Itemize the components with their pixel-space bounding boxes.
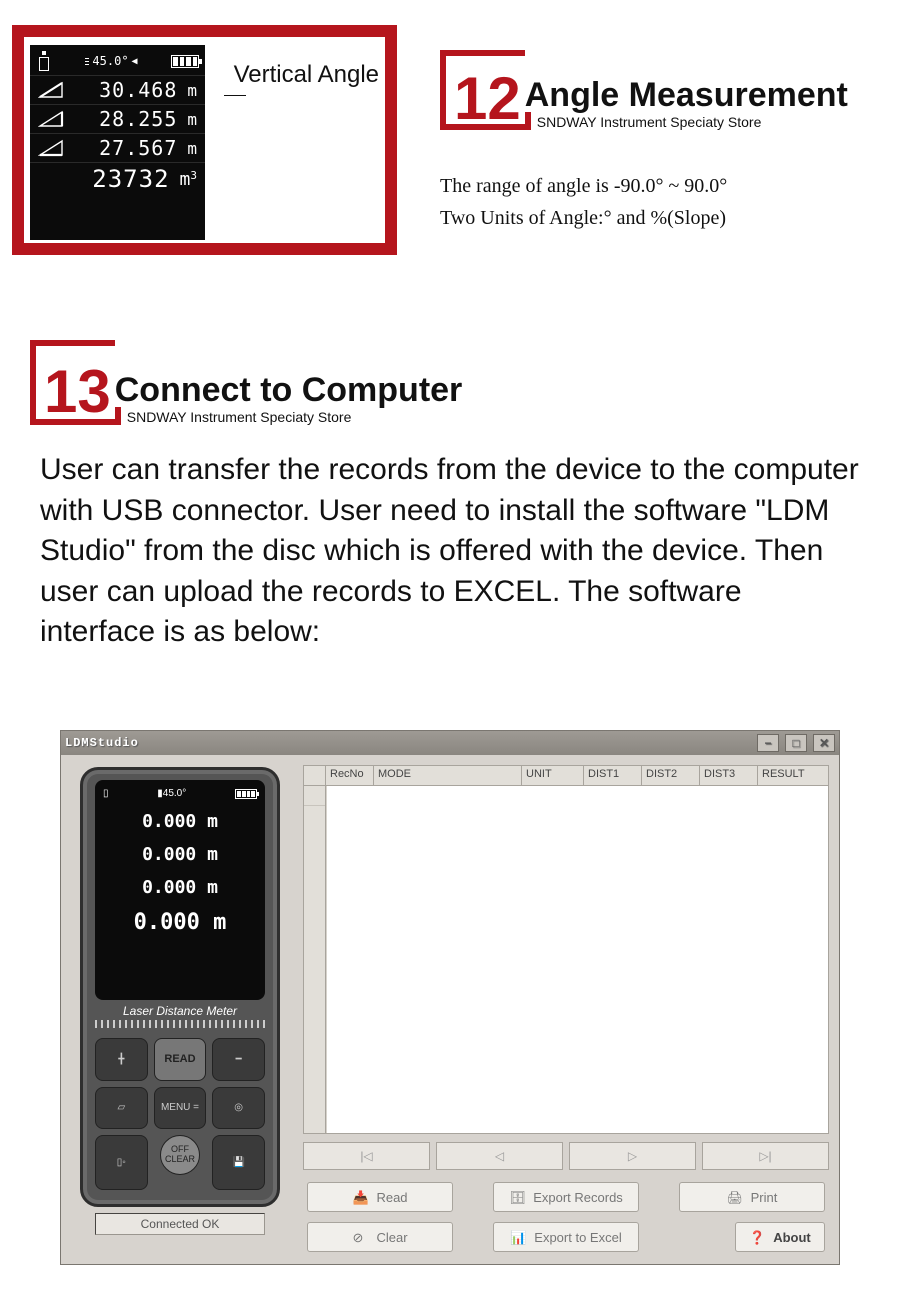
triangle-icon: [38, 139, 64, 157]
battery-icon: [171, 55, 199, 68]
read-key: READ: [154, 1038, 207, 1081]
nav-next-button[interactable]: ▷: [569, 1142, 696, 1170]
device-value-3: 0.000 m: [103, 877, 257, 898]
about-button[interactable]: ❓ About: [735, 1222, 825, 1252]
read-icon: 📥: [352, 1190, 370, 1204]
section-13-description: User can transfer the records from the d…: [40, 450, 860, 653]
device-preview-pane: ▯ ▮45.0° 0.000 m 0.000 m 0.000 m 0.000 m…: [61, 755, 299, 1264]
ref-icon: ▯: [103, 788, 109, 799]
export-excel-button[interactable]: 📊 Export to Excel: [493, 1222, 639, 1252]
excel-icon: 📊: [510, 1230, 528, 1244]
unit: m: [187, 81, 197, 100]
col-mode: MODE: [374, 766, 522, 785]
records-grid[interactable]: RecNo MODE UNIT DIST1 DIST2 DIST3 RESULT: [303, 765, 829, 1134]
red-bar-icon: [115, 407, 121, 425]
help-icon: ❓: [749, 1230, 767, 1244]
callout-line: [224, 95, 246, 96]
section-13-subtitle: SNDWAY Instrument Speciaty Store: [127, 409, 352, 425]
records-pane: RecNo MODE UNIT DIST1 DIST2 DIST3 RESULT…: [299, 755, 839, 1264]
print-button[interactable]: 🖨 Print: [679, 1182, 825, 1212]
clear-button[interactable]: ⊘ Clear: [307, 1222, 453, 1252]
device-value-1: 0.000 m: [103, 811, 257, 832]
measurement-1: 30.468: [72, 78, 177, 102]
record-nav: |◁ ◁ ▷ ▷|: [303, 1142, 829, 1170]
vertical-angle-label: Vertical Angle: [234, 45, 379, 89]
connection-status: Connected OK: [95, 1213, 265, 1235]
battery-icon: [235, 789, 257, 799]
export-icon: 🗄: [509, 1190, 527, 1204]
measurement-3: 27.567: [72, 136, 177, 160]
window-title: LDMStudio: [65, 736, 751, 750]
plus-key: ╋: [95, 1038, 148, 1081]
col-dist3: DIST3: [700, 766, 758, 785]
section-12-description: The range of angle is -90.0° ~ 90.0° Two…: [440, 170, 880, 234]
measurement-2: 28.255: [72, 107, 177, 131]
grid-body: [326, 786, 828, 1133]
angle-small: ▮45.0°: [157, 788, 186, 799]
window-titlebar: LDMStudio − □ ✕: [61, 731, 839, 755]
angle-value: 45.0°: [92, 54, 128, 68]
nav-last-button[interactable]: ▷|: [702, 1142, 829, 1170]
col-result: RESULT: [758, 766, 828, 785]
device-display-panel: 45.0° ◀ 30.468 m 28.255 m 27.567 m 23732…: [12, 25, 397, 255]
device-value-4: 0.000 m: [103, 910, 257, 935]
save-key: 💾: [212, 1135, 265, 1190]
cubic-unit: m3: [180, 169, 197, 190]
section-12-title: Angle Measurement: [525, 78, 848, 112]
col-unit: UNIT: [522, 766, 584, 785]
section-13-title: Connect to Computer: [115, 373, 463, 407]
area-key: ▱: [95, 1087, 148, 1130]
col-dist1: DIST1: [584, 766, 642, 785]
maximize-button[interactable]: □: [785, 734, 807, 752]
export-records-button[interactable]: 🗄 Export Records: [493, 1182, 639, 1212]
lcd-screen: 45.0° ◀ 30.468 m 28.255 m 27.567 m 23732…: [30, 45, 205, 240]
read-button[interactable]: 📥 Read: [307, 1182, 453, 1212]
ldm-studio-window: LDMStudio − □ ✕ ▯ ▮45.0° 0.000 m 0.000 m…: [60, 730, 840, 1265]
red-bar-icon: [525, 112, 531, 130]
print-icon: 🖨: [727, 1190, 745, 1204]
section-number-badge: 13: [30, 340, 115, 425]
section-12-header: 12 Angle Measurement SNDWAY Instrument S…: [440, 50, 848, 130]
grid-corner: [304, 766, 326, 785]
device-brand: Laser Distance Meter: [95, 1004, 265, 1034]
minus-key: ━: [212, 1038, 265, 1081]
ref-key: ▯◦: [95, 1135, 148, 1190]
device-value-2: 0.000 m: [103, 844, 257, 865]
minimize-button[interactable]: −: [757, 734, 779, 752]
section-12-subtitle: SNDWAY Instrument Speciaty Store: [537, 114, 762, 130]
menu-key: MENU =: [154, 1087, 207, 1130]
clear-icon: ⊘: [352, 1230, 370, 1244]
col-recno: RecNo: [326, 766, 374, 785]
section-13-header: 13 Connect to Computer SNDWAY Instrument…: [30, 340, 462, 425]
nav-prev-button[interactable]: ◁: [436, 1142, 563, 1170]
angle-indicator: 45.0° ◀: [85, 54, 137, 68]
section-number-badge: 12: [440, 50, 525, 130]
close-button[interactable]: ✕: [813, 734, 835, 752]
device-mockup: ▯ ▮45.0° 0.000 m 0.000 m 0.000 m 0.000 m…: [80, 767, 280, 1207]
target-key: ◎: [212, 1087, 265, 1130]
device-keypad: ╋ READ ━ ▱ MENU = ◎ ▯◦ OFF CLEAR 💾: [95, 1038, 265, 1190]
nav-first-button[interactable]: |◁: [303, 1142, 430, 1170]
col-dist2: DIST2: [642, 766, 700, 785]
triangle-icon: [38, 81, 64, 99]
reference-icon: [36, 51, 52, 71]
triangle-icon: [38, 110, 64, 128]
measurement-total: 23732: [72, 165, 170, 193]
action-buttons: 📥 Read 🗄 Export Records 🖨 Print ⊘ Clear …: [303, 1178, 829, 1254]
off-clear-key: OFF CLEAR: [160, 1135, 200, 1175]
